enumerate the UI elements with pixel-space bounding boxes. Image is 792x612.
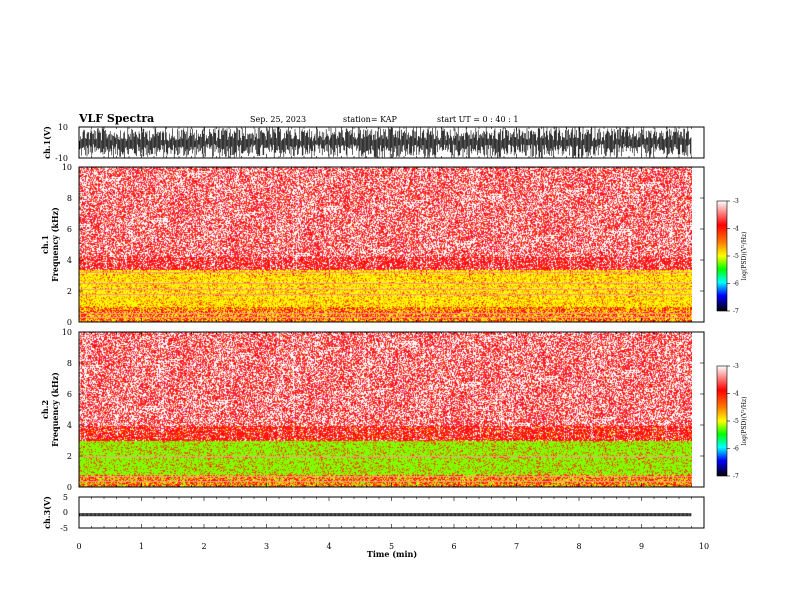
time-axis-label: Time (min) [367, 549, 417, 559]
ch1-spectrogram-image [79, 167, 692, 322]
ch2-spectrogram-panel: 0 2 4 6 8 10 Frequency (kHz) ch.2 [40, 328, 705, 492]
ch1-colorbar-ticks: -3 -4 -5 -6 -7 [727, 198, 739, 315]
colorbar-tick-label: -3 [733, 198, 739, 205]
x-tick-label: 1 [139, 542, 144, 551]
ch2-colorbar: -3 -4 -5 -6 -7 log(PSD)(V²/Hz) [716, 363, 748, 480]
ch1-waveform-panel: 10 -10 ch.1(V) [42, 123, 705, 163]
ch3-waveform-background [79, 497, 704, 528]
y-tick-label: 10 [62, 328, 72, 337]
x-tick-label: 3 [264, 542, 269, 551]
ch2-spectrogram-yticks: 0 2 4 6 8 10 [62, 328, 704, 492]
ch1-spectrogram-panel: 0 2 4 6 8 10 Frequency (kHz) ch.1 [40, 163, 705, 327]
ch1-colorbar-label: log(PSD)(V²/Hz) [741, 232, 748, 281]
y-tick-label: 0 [67, 318, 72, 327]
ch2-spectrogram-image [79, 332, 692, 487]
ch1-ytick-top: 10 [58, 123, 68, 132]
x-tick-label: 10 [699, 542, 709, 551]
ch1-spectrogram-yticks: 0 2 4 6 8 10 [62, 163, 704, 327]
colorbar-tick-label: -7 [733, 473, 739, 480]
ch1-spectrogram-ylabel: Frequency (kHz) [50, 207, 60, 282]
colorbar-tick-label: -5 [733, 418, 739, 425]
ch2-colorbar-bar [716, 365, 728, 477]
start-ut-label: start UT = 0 : 40 : 1 [437, 115, 518, 124]
y-tick-label: 6 [67, 390, 72, 399]
x-tick-label: 8 [576, 542, 581, 551]
x-tick-label: 6 [451, 542, 456, 551]
ch2-channel-label: ch.2 [40, 400, 50, 419]
ch3-waveform-ylabel: ch.3(V) [42, 496, 52, 529]
ch1-waveform-ylabel: ch.1(V) [42, 126, 52, 159]
ch2-colorbar-ticks: -3 -4 -5 -6 -7 [727, 363, 739, 480]
date-label: Sep. 25, 2023 [250, 115, 306, 124]
y-tick-label: 8 [67, 359, 72, 368]
colorbar-tick-label: -4 [733, 226, 739, 233]
y-tick-label: 2 [67, 452, 72, 461]
y-tick-label: 8 [67, 194, 72, 203]
y-tick-label: 2 [67, 287, 72, 296]
figure-title: VLF Spectra [78, 112, 154, 125]
y-tick-label: 10 [62, 163, 72, 172]
ch1-colorbar: -3 -4 -5 -6 -7 log(PSD)(V²/Hz) [716, 198, 748, 315]
colorbar-tick-label: -4 [733, 391, 739, 398]
colorbar-tick-label: -5 [733, 253, 739, 260]
time-tick-labels: 0 1 2 3 4 5 6 7 8 9 10 [76, 542, 709, 551]
colorbar-tick-label: -7 [733, 308, 739, 315]
ch2-spectrogram-ylabel: Frequency (kHz) [50, 372, 60, 447]
ch1-ytick-bottom: -10 [55, 154, 68, 163]
ch2-colorbar-label: log(PSD)(V²/Hz) [741, 397, 748, 446]
x-tick-label: 9 [639, 542, 644, 551]
station-label: station= KAP [343, 115, 398, 124]
x-tick-label: 5 [389, 542, 394, 551]
colorbar-tick-label: -6 [733, 281, 739, 288]
ch1-channel-label: ch.1 [40, 235, 50, 254]
x-tick-label: 4 [326, 542, 331, 551]
time-tick-marks [78, 127, 705, 528]
colorbar-tick-label: -3 [733, 363, 739, 370]
y-tick-label: 0 [67, 483, 72, 492]
colorbar-tick-label: -6 [733, 446, 739, 453]
ch3-waveform-panel: 5 0 -5 ch.3(V) [42, 493, 705, 533]
x-tick-label: 7 [514, 542, 519, 551]
ch1-colorbar-bar [716, 200, 728, 312]
x-tick-label: 0 [76, 542, 81, 551]
ch3-ytick-middle: 0 [63, 508, 68, 517]
y-tick-label: 4 [67, 256, 72, 265]
y-tick-label: 4 [67, 421, 72, 430]
ch3-ytick-bottom: -5 [60, 524, 68, 533]
ch3-ytick-top: 5 [63, 493, 68, 502]
x-tick-label: 2 [201, 542, 206, 551]
y-tick-label: 6 [67, 225, 72, 234]
